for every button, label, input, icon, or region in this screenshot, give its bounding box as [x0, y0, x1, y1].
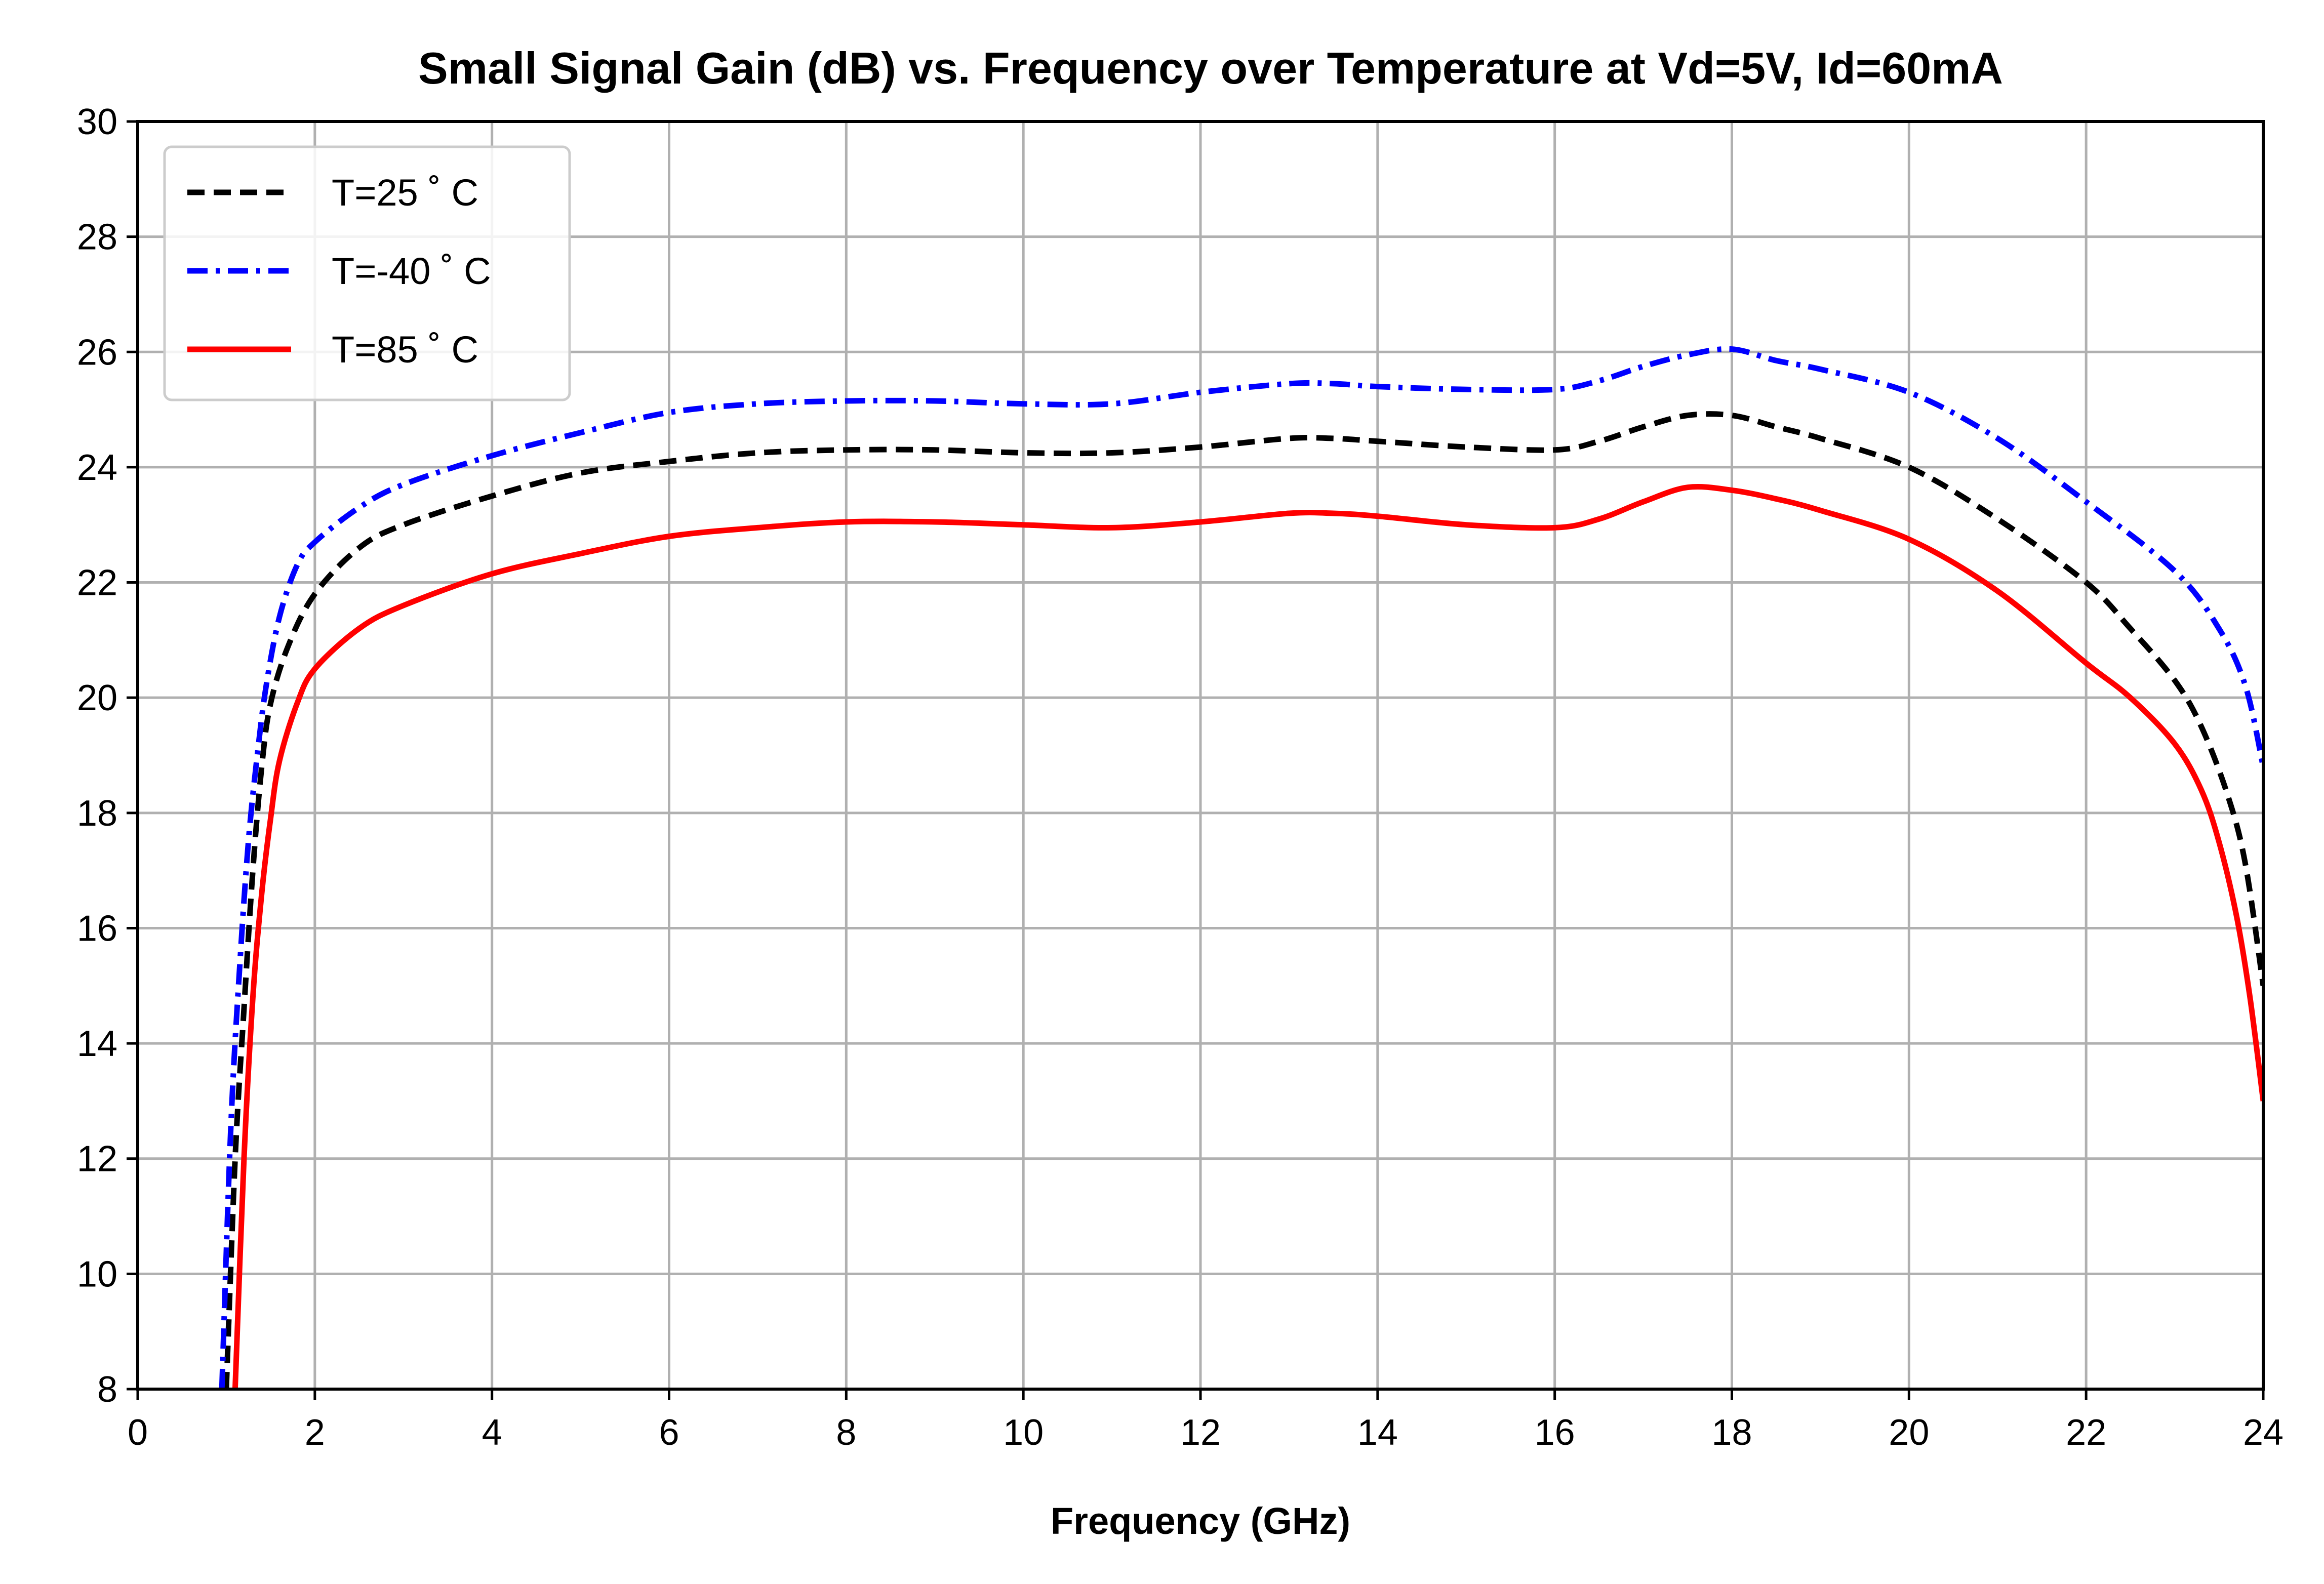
x-tick-label: 16 [1535, 1412, 1575, 1453]
y-tick-label: 28 [77, 217, 117, 258]
x-tick-label: 18 [1711, 1412, 1752, 1453]
y-tick-label: 12 [77, 1139, 117, 1180]
x-tick-label: 4 [482, 1412, 502, 1453]
x-tick-label: 2 [305, 1412, 325, 1453]
x-tick-label: 14 [1357, 1412, 1398, 1453]
series-line-0 [223, 411, 2263, 1389]
x-tick-label: 0 [128, 1412, 148, 1453]
axis-ticks: 0 2 4 6 8 10 12 14 16 18 20 22 248101214161820222426… [77, 102, 2283, 1453]
series-line-1 [219, 346, 2263, 1389]
series-lines [219, 346, 2263, 1389]
y-tick-label: 16 [77, 908, 117, 949]
x-axis-label: Frequency (GHz) [1051, 1500, 1350, 1542]
x-tick-label: 6 [659, 1412, 679, 1453]
x-tick-label: 10 [1003, 1412, 1044, 1453]
x-tick-label: 22 [2066, 1412, 2106, 1453]
y-tick-label: 26 [77, 332, 117, 373]
x-tick-label: 12 [1180, 1412, 1221, 1453]
legend-label-0: T=25 ˚ C [332, 172, 478, 214]
legend: T=25 ˚ C T=-40 ˚ C T=85 ˚ C [163, 145, 571, 401]
y-tick-label: 10 [77, 1254, 117, 1294]
y-tick-label: 24 [77, 448, 117, 488]
y-tick-label: 22 [77, 563, 117, 603]
legend-label-2: T=85 ˚ C [332, 329, 478, 371]
x-tick-label: 24 [2243, 1412, 2283, 1453]
legend-box [163, 145, 571, 401]
series-line-2 [232, 484, 2263, 1389]
x-tick-label: 8 [836, 1412, 856, 1453]
legend-label-1: T=-40 ˚ C [332, 250, 491, 292]
x-tick-label: 20 [1889, 1412, 1929, 1453]
y-tick-label: 18 [77, 793, 117, 834]
y-tick-label: 14 [77, 1024, 117, 1064]
y-tick-label: 8 [97, 1369, 117, 1410]
y-tick-label: 20 [77, 678, 117, 718]
y-tick-label: 30 [77, 102, 117, 142]
chart-title: Small Signal Gain (dB) vs. Frequency ove… [418, 43, 2003, 93]
